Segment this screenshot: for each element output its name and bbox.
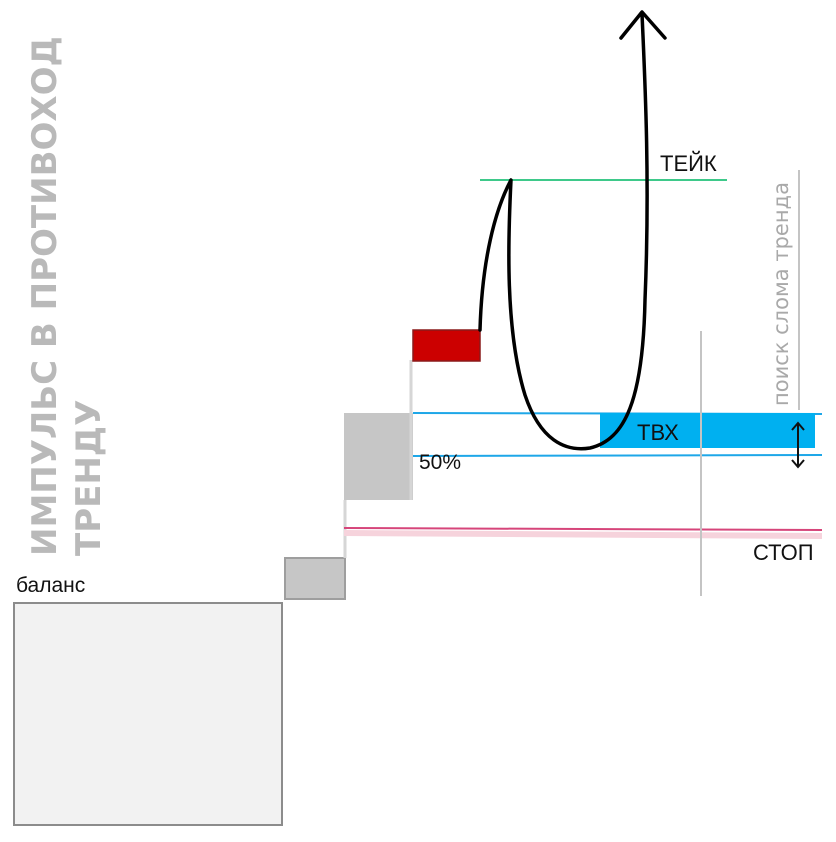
small-gray-candle: [284, 557, 346, 600]
stop-line: [343, 527, 823, 531]
trend-break-label: поиск слома тренда: [769, 182, 793, 406]
entry-zone-label: ТВХ: [637, 420, 679, 445]
big-gray-candle: [344, 413, 413, 500]
balance-label: баланс: [16, 574, 85, 597]
stop-line-glow: [343, 530, 823, 539]
price-arrow-head: [619, 10, 667, 40]
entry-bottom-line: [412, 454, 823, 457]
take-label: ТЕЙК: [660, 151, 717, 176]
red-candle: [412, 329, 481, 362]
range-arrow: [791, 421, 805, 469]
stop-label: СТОП: [753, 540, 814, 565]
balance-box: [13, 602, 283, 826]
entry-zone-fill: [600, 413, 815, 448]
title-line-2: ТРЕНДУ: [69, 400, 109, 556]
title-line-1: ИМПУЛЬС В ПРОТИВОХОД: [25, 36, 65, 556]
fifty-percent-label: 50%: [419, 451, 461, 474]
price-path: [478, 12, 649, 451]
